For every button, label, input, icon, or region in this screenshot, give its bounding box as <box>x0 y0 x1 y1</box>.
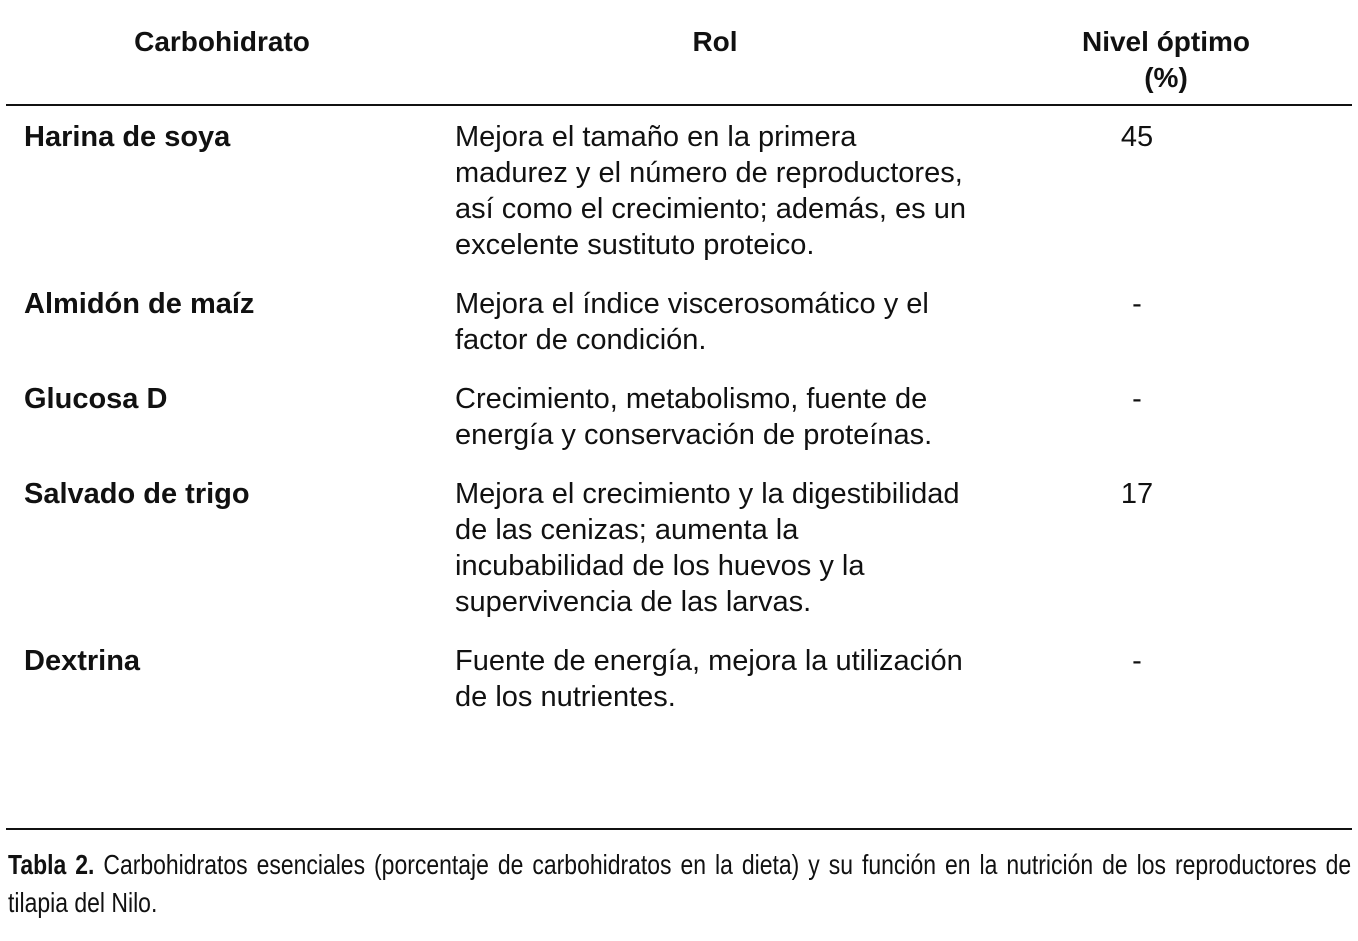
cell-carbohidrato: Glucosa D <box>24 383 168 415</box>
table-row: Dextrina Fuente de energía, mejora la uti… <box>0 643 1358 738</box>
table-row: Almidón de maíz Mejora el índice visceros… <box>0 286 1358 381</box>
cell-rol: Mejora el tamaño en la primera madurez y… <box>455 121 966 261</box>
cell-carbohidrato: Harina de soya <box>24 121 231 153</box>
cell-nivel: - <box>1132 645 1142 677</box>
cell-rol: Mejora el crecimiento y la digestibilida… <box>455 478 960 618</box>
table-body: Harina de soya Mejora el tamaño en la pri… <box>0 119 1358 738</box>
table-row: Glucosa D Crecimiento, metabolismo, fuent… <box>0 381 1358 476</box>
header-rule <box>6 104 1352 106</box>
table-row: Salvado de trigo Mejora el crecimiento y … <box>0 476 1358 643</box>
cell-rol: Crecimiento, metabolismo, fuente de ener… <box>455 383 933 451</box>
table-caption: Tabla 2. Carbohidratos esenciales (porce… <box>8 846 1351 922</box>
header-nivel-optimo: Nivel óptimo (%) <box>1016 24 1316 96</box>
cell-carbohidrato: Almidón de maíz <box>24 288 255 320</box>
header-nivel-unit: (%) <box>1144 62 1188 93</box>
caption-text: Carbohidratos esenciales (porcentaje de … <box>8 849 1352 918</box>
header-rol: Rol <box>692 26 738 57</box>
cell-rol: Mejora el índice viscerosomático y el fa… <box>455 288 929 356</box>
cell-nivel: - <box>1132 383 1142 415</box>
bottom-rule <box>6 828 1352 830</box>
cell-nivel: - <box>1132 288 1142 320</box>
cell-carbohidrato: Salvado de trigo <box>24 478 250 510</box>
table-row: Harina de soya Mejora el tamaño en la pri… <box>0 119 1358 286</box>
cell-rol: Fuente de energía, mejora la utilización… <box>455 645 963 713</box>
cell-carbohidrato: Dextrina <box>24 645 141 677</box>
cell-nivel: 17 <box>1120 478 1154 510</box>
caption-label: Tabla 2. <box>8 849 95 880</box>
header-carbohidrato: Carbohidrato <box>134 26 310 57</box>
header-nivel-label: Nivel óptimo <box>1081 26 1250 57</box>
cell-nivel: 45 <box>1120 121 1154 153</box>
